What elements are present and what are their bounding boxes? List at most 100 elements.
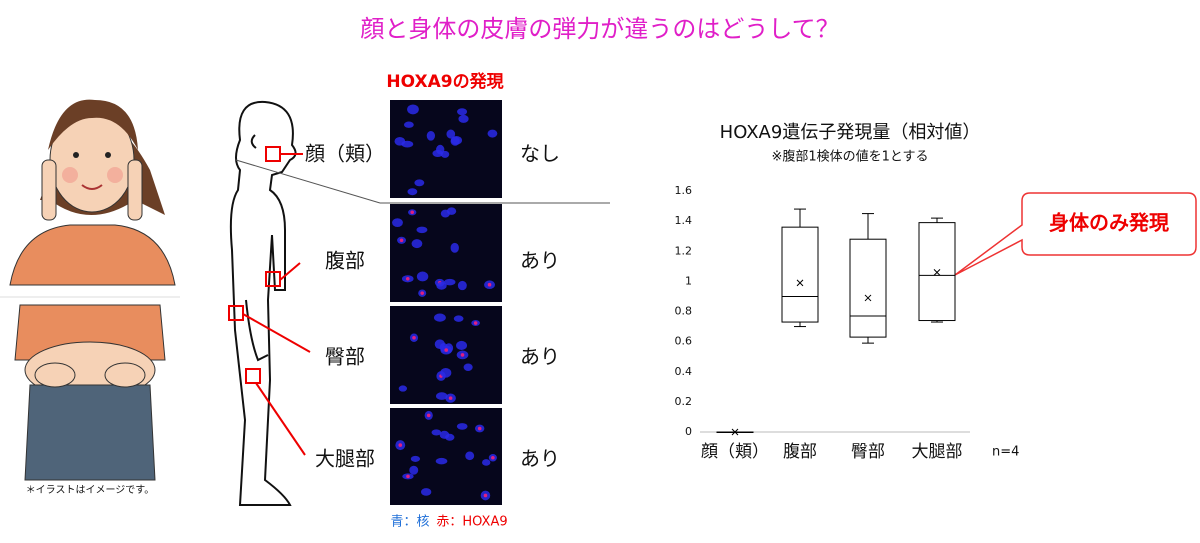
- expression-result: なし: [520, 142, 560, 166]
- legend-red: 赤：HOXA9: [436, 515, 507, 530]
- microscopy-panels: [390, 100, 502, 505]
- nucleus: [410, 455, 421, 462]
- y-tick-label: 1.6: [675, 184, 693, 197]
- face-illustration: [5, 80, 176, 286]
- hoxa9-signal: [405, 277, 410, 281]
- y-tick-label: 0.4: [675, 365, 693, 378]
- box: [849, 238, 887, 338]
- hoxa9-signal: [406, 474, 410, 479]
- hoxa9-signal: [448, 396, 453, 400]
- hoxa9-signal: [399, 238, 404, 243]
- hoxa9-signal: [491, 455, 495, 460]
- nucleus: [392, 218, 403, 227]
- nucleus: [463, 363, 473, 371]
- nucleus: [465, 451, 475, 461]
- nucleus: [426, 130, 436, 141]
- nucleus: [446, 129, 456, 139]
- site-label: 顔（頬）: [305, 142, 385, 166]
- nucleus: [445, 433, 455, 441]
- nucleus: [409, 465, 419, 475]
- mean-marker: [933, 268, 941, 276]
- sample-note: n=4: [992, 445, 1019, 460]
- microscopy-image: [390, 408, 502, 505]
- nucleus: [432, 149, 444, 157]
- nucleus: [457, 280, 467, 291]
- nucleus: [411, 239, 423, 249]
- hoxa9-signal: [483, 493, 488, 498]
- hoxa9-signal: [460, 353, 465, 357]
- y-tick-label: 0.8: [675, 305, 693, 318]
- annotation: 身体のみ発現: [1049, 211, 1169, 235]
- annotation-box: [954, 192, 1197, 276]
- nucleus: [482, 459, 491, 466]
- hoxa9-signal: [487, 282, 492, 287]
- nucleus: [457, 108, 468, 116]
- expression-result: あり: [520, 447, 560, 471]
- nucleus: [487, 129, 498, 138]
- y-tick-label: 1.2: [675, 244, 693, 257]
- microscopy-image: [390, 306, 502, 404]
- x-tick-label: 臀部: [851, 442, 885, 462]
- connector: [235, 159, 381, 204]
- hoxa9-signal: [444, 348, 449, 352]
- body-outline: [229, 100, 297, 506]
- nucleus: [458, 114, 469, 123]
- x-tick-label: 顔（頬）: [701, 442, 769, 462]
- box: [781, 226, 819, 323]
- title: 顔と身体の皮膚の弾力が違うのはどうして？: [360, 15, 839, 43]
- y-tick-label: 1: [685, 274, 692, 287]
- hoxa9-signal: [473, 321, 478, 325]
- y-tick-label: 0.2: [675, 395, 693, 408]
- expression-result: あり: [520, 249, 560, 273]
- nucleus: [450, 242, 459, 253]
- legend-blue: 青：核: [390, 515, 429, 530]
- mean-marker: [796, 279, 804, 287]
- nucleus: [407, 104, 419, 115]
- nucleus: [453, 315, 464, 322]
- nucleus: [436, 281, 447, 290]
- nucleus: [407, 188, 418, 196]
- nucleus: [433, 313, 446, 322]
- site-label: 腹部: [325, 249, 365, 273]
- hoxa9-signal: [426, 413, 431, 418]
- microscopy-title: HOXA9の発現: [386, 71, 503, 92]
- hoxa9-signal: [410, 210, 415, 215]
- nucleus: [444, 278, 456, 286]
- nucleus: [431, 429, 442, 436]
- y-tick-label: 0: [685, 425, 692, 438]
- nucleus: [435, 457, 448, 465]
- mean-marker: [864, 294, 872, 302]
- nucleus: [420, 488, 432, 496]
- nucleus: [416, 226, 428, 234]
- hoxa9-signal: [420, 291, 425, 295]
- belly-illustration: [14, 304, 166, 481]
- y-tick-label: 0.6: [675, 335, 693, 348]
- nucleus: [440, 368, 452, 378]
- hoxa9-signal: [477, 426, 482, 431]
- nucleus: [398, 385, 408, 392]
- site-label: 臀部: [325, 345, 365, 369]
- mean-marker: [731, 428, 739, 436]
- nucleus: [435, 392, 448, 400]
- nucleus: [440, 209, 450, 218]
- box: [918, 222, 956, 322]
- nucleus: [416, 271, 429, 282]
- y-tick-label: 1.4: [675, 214, 693, 227]
- illustration-note: ＊イラストはイメージです。: [26, 484, 155, 496]
- nucleus: [456, 423, 468, 430]
- x-tick-label: 腹部: [783, 442, 817, 462]
- site-label: 大腿部: [315, 447, 375, 471]
- microscopy-image: [390, 100, 502, 198]
- hoxa9-signal: [398, 443, 403, 447]
- nucleus: [450, 136, 463, 145]
- chart-title: HOXA9遺伝子発現量（相対値）: [720, 122, 981, 143]
- hoxa9-signal: [412, 335, 416, 340]
- nucleus: [403, 121, 414, 128]
- expression-result: あり: [520, 345, 560, 369]
- site-markers: [228, 146, 311, 456]
- nucleus: [434, 339, 445, 350]
- nucleus: [456, 340, 468, 351]
- nucleus: [394, 136, 406, 146]
- chart-subtitle: ※腹部1検体の値を1とする: [771, 149, 928, 165]
